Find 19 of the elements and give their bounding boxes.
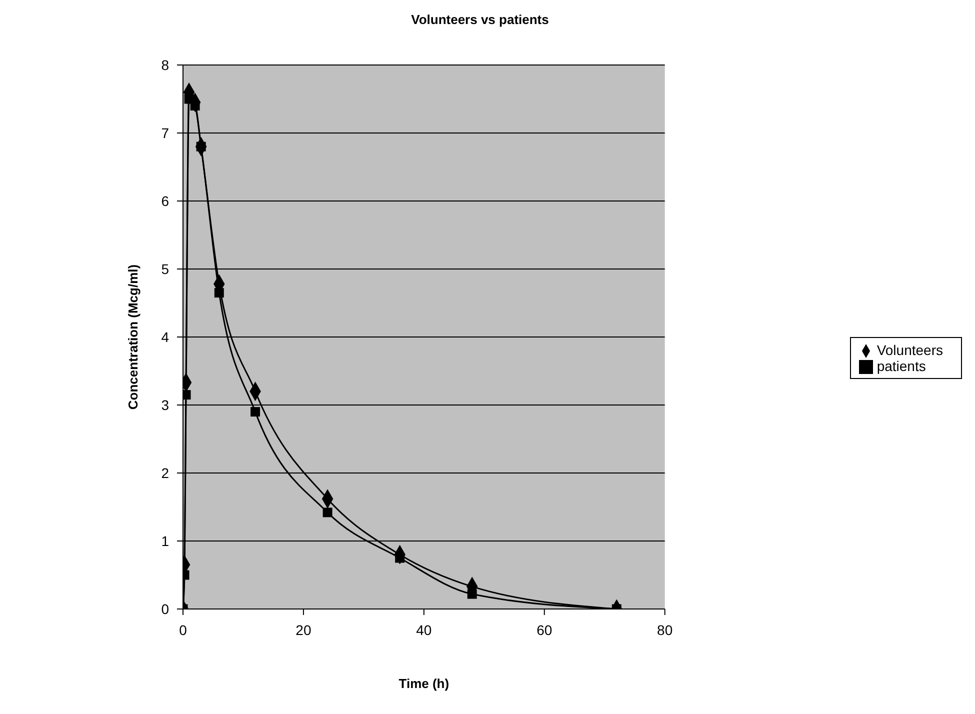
legend-label: Volunteers — [876, 342, 943, 358]
chart-title: Volunteers vs patients — [410, 12, 550, 27]
x-tick-label: 40 — [416, 622, 432, 638]
x-axis-title: Time (h) — [398, 676, 450, 691]
y-tick-label: 8 — [161, 56, 170, 73]
y-tick-label: 0 — [161, 600, 170, 617]
y-tick-label: 5 — [161, 260, 170, 277]
y-tick-label: 4 — [161, 328, 170, 345]
x-tick-label: 80 — [657, 622, 673, 638]
x-tick-label: 20 — [296, 622, 312, 638]
y-tick-label: 2 — [161, 464, 170, 481]
x-tick-label: 60 — [536, 622, 552, 638]
y-tick-label: 3 — [161, 396, 170, 413]
x-tick-label: 0 — [179, 622, 188, 638]
y-axis-title: Concentration (Mcg/ml) — [126, 264, 141, 410]
legend-label: patients — [876, 358, 926, 374]
y-tick-label: 6 — [161, 192, 170, 209]
y-tick-label: 7 — [161, 124, 170, 141]
y-tick-label: 1 — [161, 532, 170, 549]
